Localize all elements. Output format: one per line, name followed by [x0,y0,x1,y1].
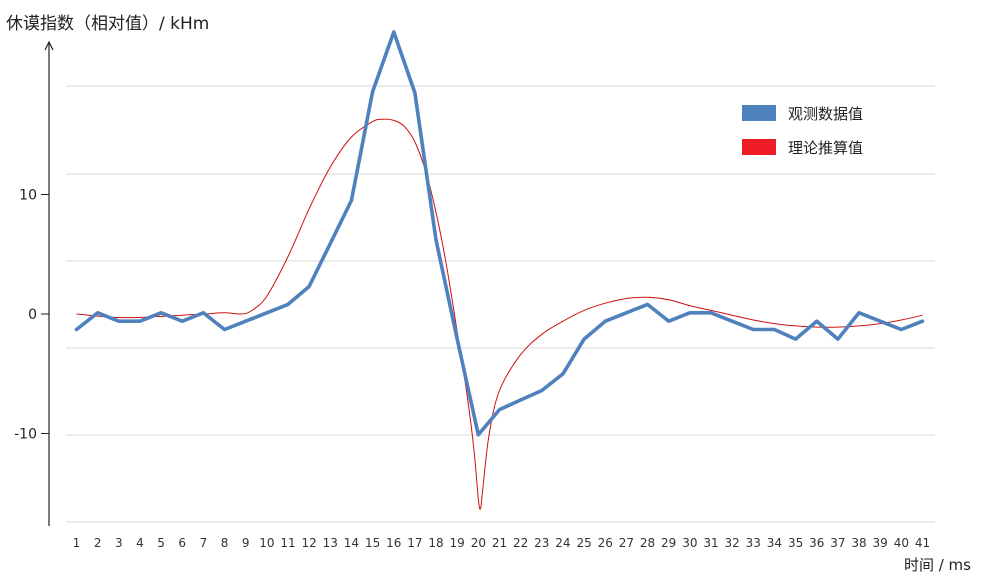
x-axis-ticks: 1 2 3 4 5 6 7 8 9 10 11 12 13 14 15 16 17 18 19 20 21 22 23 24 2… [73,536,930,550]
x-tick-label: 8 [221,536,229,550]
x-tick-label: 4 [136,536,144,550]
x-tick-label: 23 [534,536,549,550]
y-tick-label: 10 [19,188,37,204]
x-tick-label: 19 [450,536,465,550]
x-tick-label: 18 [428,536,443,550]
x-tick-label: 12 [302,536,317,550]
series-line-observed [74,30,925,437]
x-tick-label: 35 [788,536,803,550]
legend-item-theoretical: 理论推算值 [742,137,863,157]
legend-swatch-observed [742,105,776,121]
x-tick-label: 20 [471,536,486,550]
x-tick-label: 32 [725,536,740,550]
y-tick-label: 0 [28,307,37,323]
x-tick-label: 1 [73,536,81,550]
x-tick-label: 10 [259,536,274,550]
x-tick-label: 26 [598,536,613,550]
data-series [74,30,925,510]
x-tick-label: 39 [873,536,888,550]
x-tick-label: 25 [576,536,591,550]
legend-label-observed: 观测数据值 [788,104,864,123]
x-tick-label: 3 [115,536,123,550]
y-axis-title: 休谟指数（相对值）/ kHm [6,14,210,34]
x-tick-label: 40 [894,536,909,550]
x-tick-label: 41 [915,536,930,550]
legend-swatch-theoretical [742,139,776,155]
x-tick-label: 30 [682,536,697,550]
x-tick-label: 6 [178,536,186,550]
x-tick-label: 16 [386,536,401,550]
x-tick-label: 7 [200,536,208,550]
x-tick-label: 27 [619,536,634,550]
x-tick-label: 9 [242,536,250,550]
x-tick-label: 37 [830,536,845,550]
x-tick-label: 21 [492,536,507,550]
x-tick-label: 15 [365,536,380,550]
x-tick-label: 11 [280,536,295,550]
x-axis-title: 时间 / ms [903,556,971,574]
x-tick-label: 2 [94,536,102,550]
x-tick-label: 36 [809,536,824,550]
gridlines [66,85,935,523]
series-line-theoretical [76,118,923,510]
x-tick-label: 29 [661,536,676,550]
y-axis: 10 0 -10 [14,40,54,526]
x-tick-label: 33 [746,536,761,550]
x-tick-label: 28 [640,536,655,550]
y-tick-label: -10 [14,427,37,443]
x-tick-label: 38 [851,536,866,550]
legend-label-theoretical: 理论推算值 [788,138,864,157]
y-axis-arrow [44,40,54,51]
legend-item-observed: 观测数据值 [742,103,863,123]
x-tick-label: 34 [767,536,782,550]
x-tick-label: 5 [157,536,165,550]
x-tick-label: 13 [323,536,338,550]
x-tick-label: 17 [407,536,422,550]
legend: 观测数据值 理论推算值 [742,103,863,171]
x-tick-label: 24 [555,536,570,550]
x-tick-label: 22 [513,536,528,550]
x-tick-label: 31 [703,536,718,550]
x-tick-label: 14 [344,536,359,550]
